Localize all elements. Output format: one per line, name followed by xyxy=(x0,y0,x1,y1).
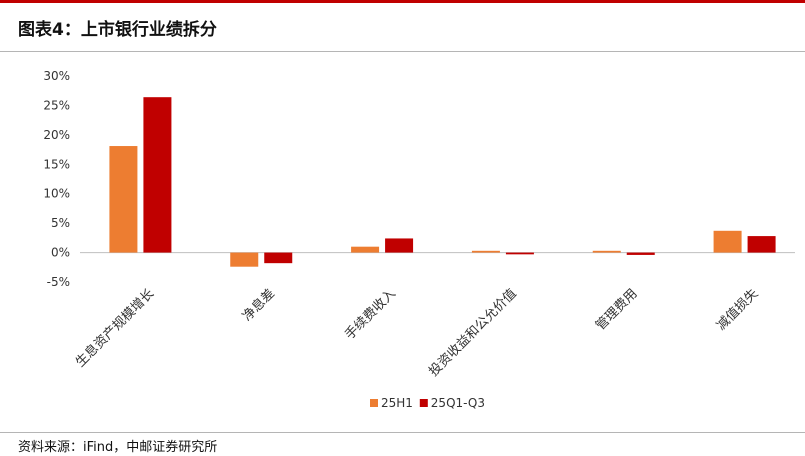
y-tick-label: 15% xyxy=(43,157,70,171)
bar xyxy=(264,252,293,264)
bar xyxy=(713,230,742,253)
x-tick-label: 生息资产规模增长 xyxy=(72,286,157,371)
bar xyxy=(747,236,776,253)
bar-chart: -5% 0% 5% 10% 15% 20% 25% 30% 生息资产规模增长 净息差 手续费收入 投资… xyxy=(43,69,795,410)
bar xyxy=(592,250,621,253)
y-tick-label: -5% xyxy=(47,275,70,289)
y-tick-label: 25% xyxy=(43,98,70,112)
bar xyxy=(351,246,380,253)
bar xyxy=(230,252,259,267)
figure-title: 图表4：上市银行业绩拆分 xyxy=(18,20,217,40)
source-note: 资料来源：iFind，中邮证券研究所 xyxy=(18,440,218,455)
bar xyxy=(505,252,534,255)
y-tick-label: 20% xyxy=(43,128,70,142)
legend-swatch xyxy=(419,399,428,407)
legend-label: 25Q1-Q3 xyxy=(431,396,485,410)
x-tick-label: 管理费用 xyxy=(593,286,640,333)
y-tick-label: 0% xyxy=(51,246,70,260)
x-tick-label: 净息差 xyxy=(239,286,278,325)
y-tick-label: 30% xyxy=(43,69,70,83)
x-tick-label: 投资收益和公允价值 xyxy=(426,286,520,380)
bar xyxy=(471,250,500,253)
bar xyxy=(385,238,414,253)
bar xyxy=(626,252,655,255)
bar xyxy=(143,97,172,253)
y-tick-label: 10% xyxy=(43,187,70,201)
source-divider xyxy=(0,432,805,433)
title-divider xyxy=(0,51,805,52)
title-bar: 图表4：上市银行业绩拆分 xyxy=(0,0,805,52)
legend-swatch xyxy=(370,399,378,407)
x-tick-label: 手续费收入 xyxy=(342,286,399,343)
bar xyxy=(109,146,138,253)
legend-label: 25H1 xyxy=(381,396,413,410)
x-tick-label: 减值损失 xyxy=(713,286,761,334)
y-tick-label: 5% xyxy=(51,216,70,230)
